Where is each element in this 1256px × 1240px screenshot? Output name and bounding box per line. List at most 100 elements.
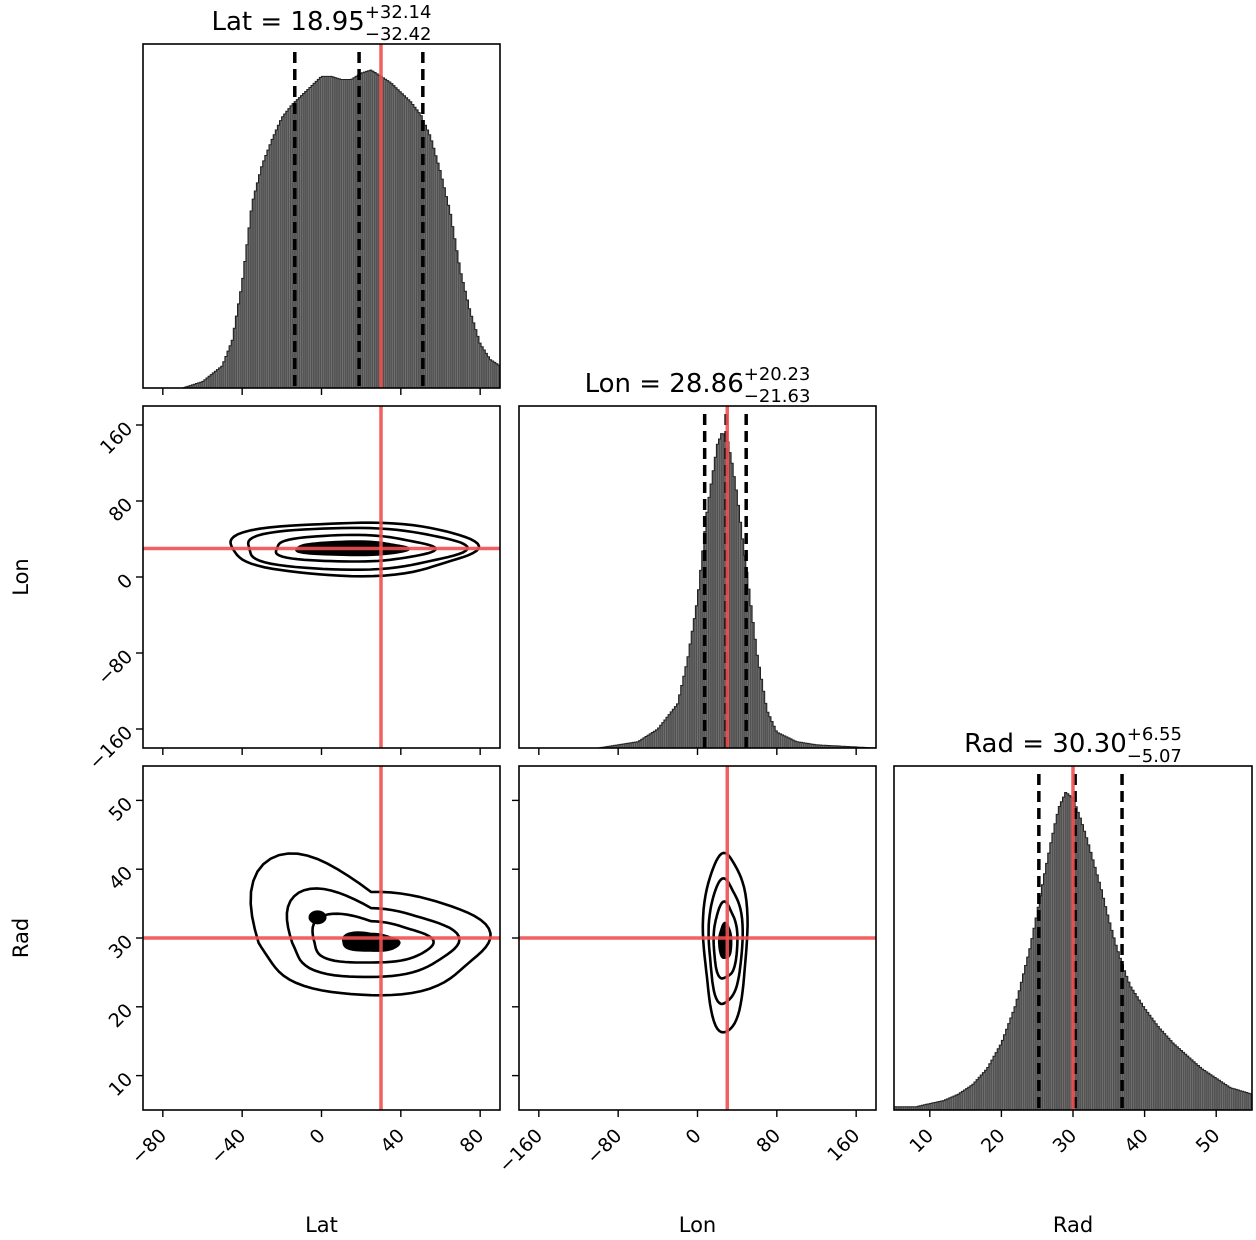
hist-bar xyxy=(1157,1026,1159,1110)
hist-bar xyxy=(1112,937,1115,1110)
x-tick-label: −80 xyxy=(127,1125,171,1169)
hist-bar xyxy=(338,78,341,388)
hist-bar xyxy=(1150,1017,1153,1110)
hist-bar xyxy=(954,1094,957,1110)
hist-bar xyxy=(396,89,399,388)
x-tick-label: −40 xyxy=(206,1125,250,1169)
hist-bar xyxy=(312,83,315,388)
hist-bar xyxy=(978,1077,980,1110)
hist-bar xyxy=(399,91,401,388)
hist-bar xyxy=(1146,1012,1149,1110)
hist-bar xyxy=(1133,993,1136,1110)
hist-bar xyxy=(1127,981,1130,1110)
hist-bar xyxy=(1194,1063,1197,1110)
hist-bar xyxy=(308,87,311,388)
hist-bar xyxy=(1083,831,1086,1110)
hist-bar xyxy=(1125,976,1128,1110)
hist-bar xyxy=(659,725,662,748)
hist-bar xyxy=(386,80,389,388)
title-plus: +6.55 xyxy=(1127,724,1182,745)
hist-bar xyxy=(982,1072,985,1110)
hist-bar xyxy=(980,1074,983,1110)
hist-bar xyxy=(990,1059,993,1110)
hist-bar xyxy=(1224,1084,1227,1110)
hist-bar xyxy=(676,703,679,748)
hist-bar xyxy=(258,174,261,388)
hist-bar xyxy=(779,733,782,748)
hist-bar xyxy=(793,740,796,748)
hist-bar xyxy=(693,618,696,748)
hist-bar xyxy=(674,706,677,748)
contour-level xyxy=(701,851,749,1034)
y-tick-label: −80 xyxy=(93,646,137,690)
hist-bar xyxy=(1192,1061,1195,1110)
hist-bar xyxy=(961,1091,964,1110)
x-tick-label: 0 xyxy=(682,1125,706,1149)
hist-bar xyxy=(300,95,303,388)
hist-bar xyxy=(1060,801,1063,1110)
hist-bar xyxy=(273,134,275,388)
hist-bar xyxy=(401,93,404,388)
hist-bar xyxy=(1098,882,1101,1110)
hist-bar xyxy=(661,722,664,748)
x-axis-title-lat: Lat xyxy=(305,1213,338,1237)
hist-bar xyxy=(735,489,738,748)
x-tick-label: 0 xyxy=(306,1125,330,1149)
title-minus: −21.63 xyxy=(744,386,811,407)
hist-bar xyxy=(783,735,786,748)
hist-bar xyxy=(470,316,473,388)
hist-bar xyxy=(455,250,458,388)
hist-bar xyxy=(289,105,292,388)
hist-bar xyxy=(1218,1080,1221,1110)
histogram-lat xyxy=(143,69,500,388)
hist-bar xyxy=(1142,1006,1145,1110)
hist-bar xyxy=(1079,817,1082,1110)
hist-bar xyxy=(714,457,717,748)
hist-bar xyxy=(986,1067,989,1110)
hist-bar xyxy=(415,109,418,388)
hist-bar xyxy=(302,93,305,388)
hist-bar xyxy=(449,214,452,388)
title-plus: +20.23 xyxy=(744,364,811,385)
hist-bar xyxy=(403,95,406,388)
hist-bar xyxy=(1106,914,1109,1110)
hist-bar xyxy=(722,433,725,748)
hist-bar xyxy=(935,1101,938,1110)
hist-bar xyxy=(350,78,353,388)
hist-bar xyxy=(478,342,481,388)
panel-title-lon: Lon = 28.86+20.23 −21.63 xyxy=(585,364,811,407)
hist-bar xyxy=(1077,812,1079,1110)
hist-bar xyxy=(770,721,773,748)
y-tick-label: 20 xyxy=(105,999,138,1032)
hist-bar xyxy=(287,108,290,388)
hist-bar xyxy=(634,741,637,748)
hist-bar xyxy=(716,444,719,748)
hist-bar xyxy=(1207,1073,1210,1110)
hist-bar xyxy=(657,727,660,748)
hist-bar xyxy=(959,1092,962,1110)
hist-bar xyxy=(445,196,448,388)
hist-bar xyxy=(1066,793,1069,1110)
hist-bar xyxy=(791,739,794,748)
hist-bar xyxy=(352,77,355,388)
x-tick-label: 40 xyxy=(1120,1125,1153,1158)
hist-bar xyxy=(975,1079,978,1110)
hist-bar xyxy=(296,99,299,388)
hist-bar xyxy=(373,72,376,388)
hist-bar xyxy=(1222,1082,1225,1110)
hist-bar xyxy=(1241,1091,1244,1110)
hist-bar xyxy=(1005,1029,1008,1110)
hist-bar xyxy=(243,261,246,388)
hist-bar xyxy=(483,349,485,388)
hist-bar xyxy=(781,734,784,748)
y-axis-title-lon: Lon xyxy=(9,558,33,596)
hist-bar xyxy=(720,433,723,748)
hist-bar xyxy=(1026,956,1029,1110)
hist-bar xyxy=(751,622,754,748)
hist-bar xyxy=(247,227,250,388)
hist-bar xyxy=(1165,1035,1168,1110)
hist-bar xyxy=(1096,874,1098,1110)
hist-bar xyxy=(327,76,330,388)
y-axis-title-rad: Rad xyxy=(9,918,33,958)
contour-panel-lon-rad xyxy=(701,851,749,1034)
